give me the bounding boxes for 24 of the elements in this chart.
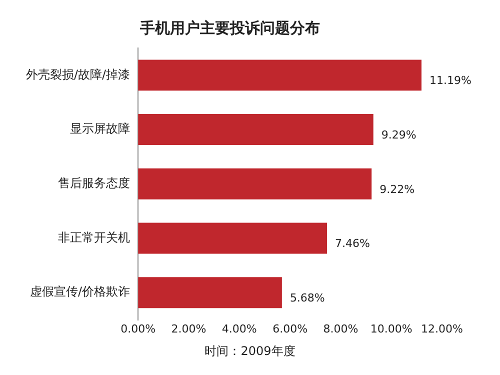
- y-tick-label: 非正常开关机: [58, 230, 130, 244]
- y-tick-label: 售后服务态度: [58, 176, 130, 190]
- x-tick-label: 6.00%: [272, 322, 308, 336]
- data-label: 11.19%: [429, 74, 472, 88]
- text: 时间：2009年度: [204, 343, 296, 360]
- y-tick-label: 显示屏故障: [70, 122, 130, 136]
- x-tick-label: 10.00%: [370, 322, 412, 336]
- x-tick-label: 8.00%: [323, 322, 358, 336]
- y-tick-label: 虚假宣传/价格欺诈: [30, 284, 130, 299]
- x-tick-label: 4.00%: [222, 322, 257, 336]
- bar: [138, 277, 282, 308]
- x-tick-label: 0.00%: [120, 322, 156, 336]
- bar: [138, 60, 422, 91]
- chart-title: 手机用户主要投诉问题分布: [139, 18, 320, 37]
- data-label: 9.22%: [380, 182, 415, 196]
- bar: [138, 222, 328, 254]
- data-label: 5.68%: [290, 291, 325, 304]
- bar: [138, 168, 372, 200]
- bar: [138, 114, 374, 146]
- x-tick-label: 12.00%: [421, 322, 463, 336]
- data-label: 9.29%: [381, 128, 416, 142]
- data-label: 7.46%: [335, 237, 370, 250]
- x-tick-label: 2.00%: [171, 322, 206, 336]
- y-tick-label: 外壳裂损/故障/掉漆: [26, 67, 130, 82]
